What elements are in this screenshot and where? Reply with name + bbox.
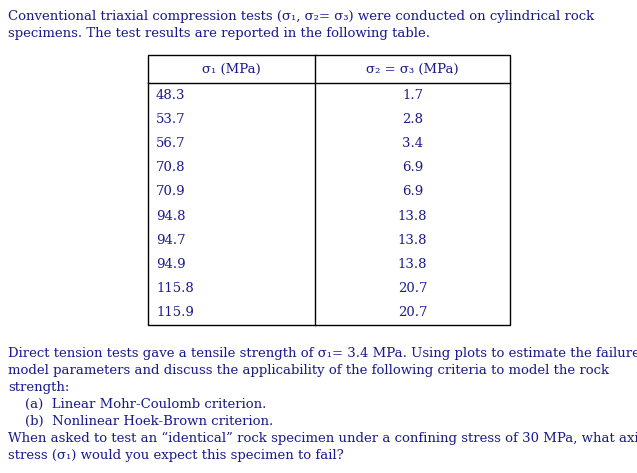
Text: 6.9: 6.9 <box>402 161 423 174</box>
Text: 13.8: 13.8 <box>397 210 427 223</box>
Text: 53.7: 53.7 <box>156 113 185 126</box>
Text: strength:: strength: <box>8 381 69 394</box>
Text: stress (σ₁) would you expect this specimen to fail?: stress (σ₁) would you expect this specim… <box>8 449 344 462</box>
Text: 13.8: 13.8 <box>397 258 427 271</box>
Text: 70.8: 70.8 <box>156 161 185 174</box>
Text: Conventional triaxial compression tests (σ₁, σ₂= σ₃) were conducted on cylindric: Conventional triaxial compression tests … <box>8 10 594 23</box>
Text: 2.8: 2.8 <box>402 113 423 126</box>
Text: 20.7: 20.7 <box>397 307 427 319</box>
Text: 94.9: 94.9 <box>156 258 185 271</box>
Text: 56.7: 56.7 <box>156 137 185 150</box>
Text: 115.9: 115.9 <box>156 307 194 319</box>
Text: specimens. The test results are reported in the following table.: specimens. The test results are reported… <box>8 27 430 40</box>
Text: 70.9: 70.9 <box>156 185 185 198</box>
Text: 115.8: 115.8 <box>156 282 194 295</box>
Text: 6.9: 6.9 <box>402 185 423 198</box>
Text: σ₁ (MPa): σ₁ (MPa) <box>202 62 261 76</box>
Text: 1.7: 1.7 <box>402 88 423 102</box>
Text: σ₂ = σ₃ (MPa): σ₂ = σ₃ (MPa) <box>366 62 459 76</box>
Text: 48.3: 48.3 <box>156 88 185 102</box>
Text: 13.8: 13.8 <box>397 234 427 247</box>
Text: 94.8: 94.8 <box>156 210 185 223</box>
Bar <box>148 55 510 325</box>
Text: model parameters and discuss the applicability of the following criteria to mode: model parameters and discuss the applica… <box>8 364 609 377</box>
Text: (b)  Nonlinear Hoek-Brown criterion.: (b) Nonlinear Hoek-Brown criterion. <box>8 415 273 428</box>
Text: Direct tension tests gave a tensile strength of σ₁= 3.4 MPa. Using plots to esti: Direct tension tests gave a tensile stre… <box>8 347 637 360</box>
Text: 3.4: 3.4 <box>402 137 423 150</box>
Text: 94.7: 94.7 <box>156 234 185 247</box>
Text: (a)  Linear Mohr-Coulomb criterion.: (a) Linear Mohr-Coulomb criterion. <box>8 398 266 411</box>
Text: When asked to test an “identical” rock specimen under a confining stress of 30 M: When asked to test an “identical” rock s… <box>8 432 637 445</box>
Text: 20.7: 20.7 <box>397 282 427 295</box>
